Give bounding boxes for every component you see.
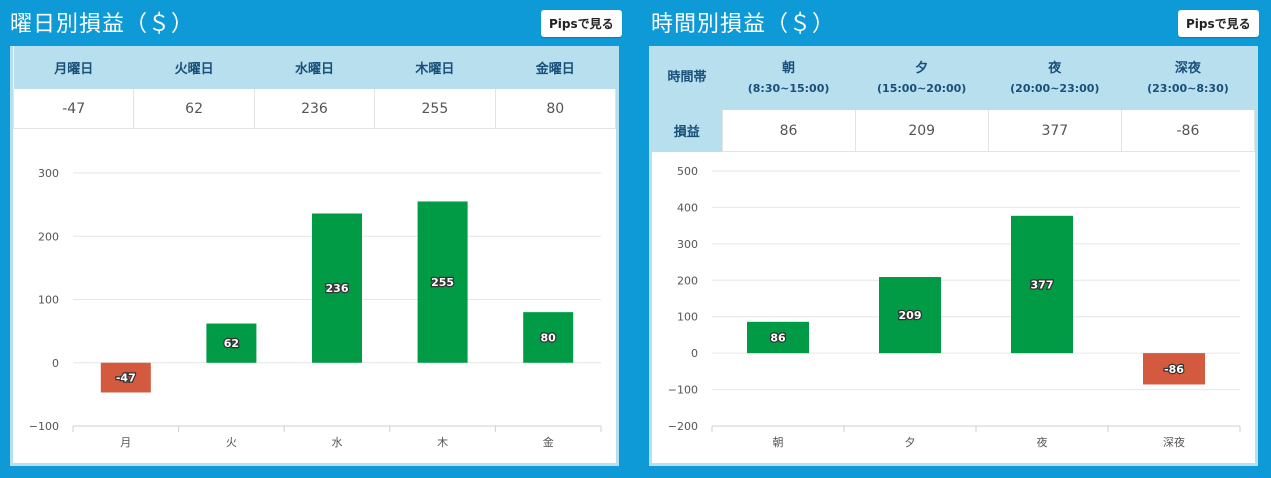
weekday-table-header-row: 月曜日 火曜日 水曜日 木曜日 金曜日 [13, 46, 616, 89]
chart2-category-label: 夕 [905, 436, 916, 449]
time-value-label: 損益 [652, 110, 722, 152]
time-header-late-night-name: 深夜 [1174, 60, 1201, 76]
weekday-value-mon: -47 [12, 89, 135, 129]
weekday-table-value-row: -47 62 236 255 80 [12, 89, 617, 129]
time-value-night: 377 [987, 110, 1122, 152]
chart1-category-label: 金 [543, 435, 554, 449]
time-header-late-night: 深夜 (23:00~8:30) [1121, 46, 1255, 110]
chart1-ytick-label: −100 [29, 420, 59, 433]
chart1-ytick-label: 300 [38, 167, 59, 180]
chart1-ytick-label: 0 [52, 357, 59, 370]
time-pips-button[interactable]: Pipsで見る [1178, 10, 1259, 37]
weekday-header-wed: 水曜日 [254, 46, 375, 89]
weekday-value-thu: 255 [374, 89, 496, 129]
weekday-card: 月曜日 火曜日 水曜日 木曜日 金曜日 -47 62 236 255 80 30… [10, 46, 619, 466]
time-value-late-night: -86 [1120, 110, 1256, 152]
chart2-bar [747, 321, 809, 354]
time-value-morning: 86 [721, 110, 856, 152]
time-table-value-row: 損益 86 209 377 -86 [652, 110, 1256, 152]
time-header-night: 夜 (20:00~23:00) [988, 46, 1122, 110]
weekday-card-inner: 月曜日 火曜日 水曜日 木曜日 金曜日 -47 62 236 255 80 30… [12, 46, 617, 463]
time-header-evening-name: 夕 [915, 60, 929, 76]
time-panel: 時間別損益（＄） Pipsで見る 時間帯 朝 (8:30~15:00) 夕 (15:… [641, 0, 1271, 478]
chart1-bar-label: 236 [326, 282, 349, 295]
chart1-ytick-label: 100 [38, 294, 59, 307]
time-header-morning-range: (8:30~15:00) [747, 82, 830, 96]
weekday-value-wed: 236 [253, 89, 376, 129]
chart1-category-label: 木 [437, 436, 448, 449]
chart1-bar [417, 201, 468, 363]
time-table: 時間帯 朝 (8:30~15:00) 夕 (15:00~20:00) 夜 (20:00… [652, 46, 1256, 152]
weekday-pips-button[interactable]: Pipsで見る [541, 10, 622, 37]
chart1-bar-label: 255 [431, 276, 454, 289]
chart2-ytick-label: 200 [677, 274, 698, 287]
chart2-bar-label: 377 [1031, 278, 1054, 291]
weekday-bar-chart: 300 200 100 0 −100 -47 月 62 火 236 水 255 木 80 金 [29, 167, 602, 449]
weekday-header-fri: 金曜日 [495, 46, 616, 89]
time-header-morning: 朝 (8:30~15:00) [722, 46, 856, 110]
chart1-category-label: 火 [226, 436, 237, 449]
chart2-ytick-label: 500 [677, 165, 698, 178]
weekday-panel-title: 曜日別損益（＄） [10, 12, 195, 37]
chart1-category-label: 水 [332, 436, 343, 449]
weekday-panel: 曜日別損益（＄） Pipsで見る 月曜日 火曜日 水曜日 木曜日 金曜日 -47… [0, 0, 630, 478]
weekday-value-tue: 62 [133, 89, 255, 129]
chart2-ytick-label: 0 [691, 347, 698, 360]
weekday-header-thu: 木曜日 [374, 46, 496, 89]
chart1-bar [523, 312, 574, 363]
chart2-ytick-label: 100 [677, 311, 698, 324]
weekday-value-fri: 80 [494, 89, 617, 129]
chart2-ytick-label: 300 [677, 238, 698, 251]
weekday-header-tue: 火曜日 [133, 46, 255, 89]
chart2-category-label: 深夜 [1163, 435, 1185, 449]
time-header-morning-name: 朝 [782, 60, 796, 76]
chart2-ytick-label: 400 [677, 201, 698, 214]
chart1-bar-label: 62 [224, 337, 239, 350]
time-header-late-night-range: (23:00~8:30) [1147, 82, 1229, 96]
time-header-evening-range: (15:00~20:00) [877, 82, 967, 96]
chart2-bar [1143, 353, 1205, 385]
chart1-ytick-label: 200 [38, 230, 59, 243]
chart1-category-label: 月 [120, 436, 131, 449]
time-header-night-range: (20:00~23:00) [1010, 82, 1100, 96]
chart1-bar [206, 323, 257, 363]
chart2-bar-label: 209 [899, 309, 922, 322]
time-card-inner: 時間帯 朝 (8:30~15:00) 夕 (15:00~20:00) 夜 (20:00… [652, 46, 1256, 463]
time-header-evening: 夕 (15:00~20:00) [855, 46, 989, 110]
chart1-bar [100, 362, 151, 393]
weekday-table: 月曜日 火曜日 水曜日 木曜日 金曜日 -47 62 236 255 80 [12, 46, 617, 129]
time-header-night-name: 夜 [1048, 60, 1062, 76]
time-header-label: 時間帯 [652, 46, 722, 110]
chart1-bar-label: 80 [541, 331, 557, 344]
time-value-evening: 209 [854, 110, 989, 152]
chart2-category-label: 朝 [773, 436, 784, 449]
chart2-bar-label: 86 [770, 331, 786, 344]
weekday-header-mon: 月曜日 [13, 46, 134, 89]
chart2-category-label: 夜 [1037, 435, 1048, 449]
chart2-ytick-label: −100 [668, 384, 698, 397]
time-panel-title: 時間別損益（＄） [651, 12, 836, 37]
chart2-bar [879, 277, 941, 354]
chart2-ytick-label: −200 [668, 420, 698, 433]
chart1-bar [312, 213, 362, 363]
chart2-bar [1011, 215, 1073, 354]
time-card: 時間帯 朝 (8:30~15:00) 夕 (15:00~20:00) 夜 (20:00… [649, 46, 1258, 466]
chart1-bar-label: -47 [116, 372, 136, 385]
time-bar-chart: 500 400 300 200 100 0 −100 −200 86 朝 209 夕 377 夜 -86 深夜 [668, 165, 1241, 449]
chart2-bar-label: -86 [1164, 363, 1184, 376]
time-table-header-row: 時間帯 朝 (8:30~15:00) 夕 (15:00~20:00) 夜 (20:00… [652, 46, 1255, 110]
